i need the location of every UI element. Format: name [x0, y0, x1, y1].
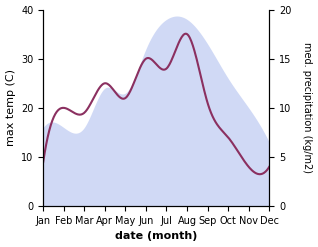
Y-axis label: max temp (C): max temp (C): [5, 69, 16, 146]
X-axis label: date (month): date (month): [115, 231, 197, 242]
Y-axis label: med. precipitation (kg/m2): med. precipitation (kg/m2): [302, 42, 313, 173]
